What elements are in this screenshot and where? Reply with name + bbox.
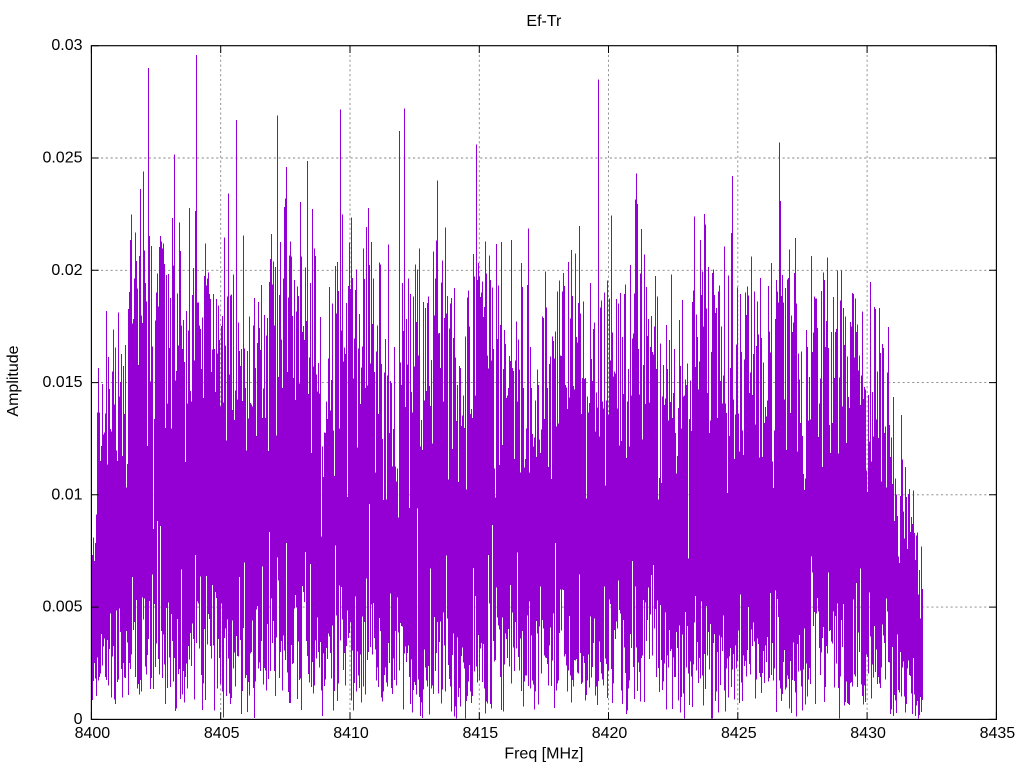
svg-text:8435: 8435 [980, 725, 1016, 742]
svg-text:0.005: 0.005 [42, 599, 82, 616]
svg-text:0.02: 0.02 [51, 262, 82, 279]
svg-text:0: 0 [74, 711, 83, 728]
svg-text:Freq [MHz]: Freq [MHz] [504, 746, 583, 763]
svg-text:8405: 8405 [204, 725, 240, 742]
svg-text:Ef-Tr: Ef-Tr [526, 13, 562, 30]
svg-text:8420: 8420 [592, 725, 628, 742]
svg-text:8425: 8425 [721, 725, 757, 742]
svg-text:0.03: 0.03 [51, 37, 82, 54]
svg-text:Amplitude: Amplitude [5, 345, 22, 416]
svg-text:8415: 8415 [463, 725, 499, 742]
svg-text:8410: 8410 [333, 725, 369, 742]
svg-text:0.01: 0.01 [51, 486, 82, 503]
svg-text:8400: 8400 [75, 725, 111, 742]
svg-text:8430: 8430 [850, 725, 886, 742]
svg-text:0.015: 0.015 [42, 374, 82, 391]
svg-text:0.025: 0.025 [42, 150, 82, 167]
